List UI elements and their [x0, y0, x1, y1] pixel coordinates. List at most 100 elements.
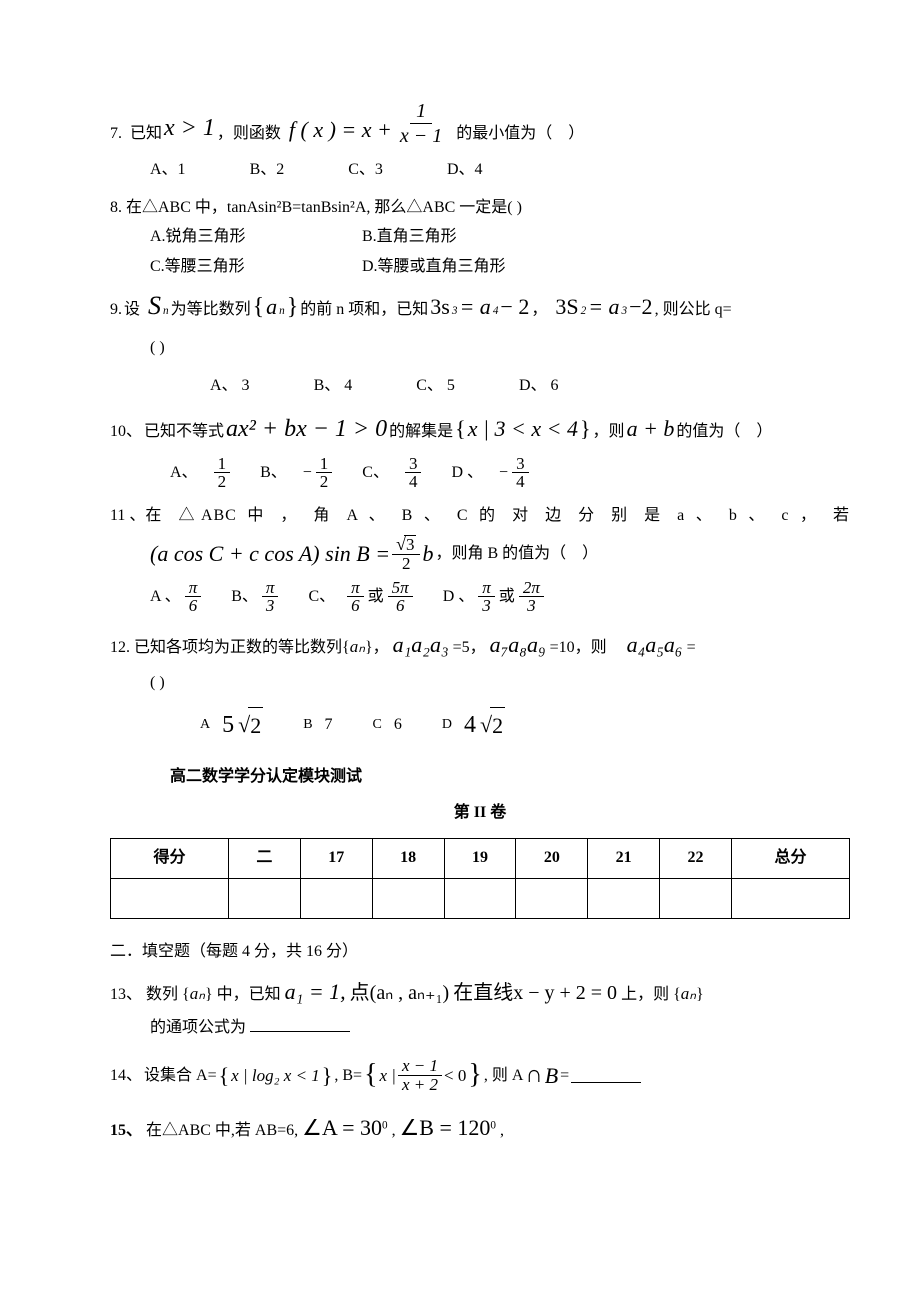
q8-text: 在△ABC 中，tanAsin²B=tanBsin²A, 那么△ABC 一定是(… — [126, 199, 522, 216]
question-11: 11 、 在 △ABC 中 ， 角 A 、 B 、 C 的 对 边 分 别 是 … — [110, 503, 850, 615]
q12-opt-b: B 7 — [303, 712, 332, 738]
q9-eq2r: = a — [588, 289, 619, 324]
q10-opt-a: A、 12 — [170, 455, 230, 492]
score-value-row — [111, 878, 850, 918]
q14-cap: ∩ — [525, 1056, 542, 1094]
q10-line: 10、 已知不等式 ax² + bx − 1 > 0 的解集是 {x | 3 <… — [110, 410, 850, 448]
q10-b-neg: − — [303, 460, 312, 486]
q11-d-n2: 2π — [519, 579, 544, 598]
q10-b-num: 1 — [316, 455, 333, 474]
question-13: 13、 数列 {aₙ} 中，已知 a₁ = 1, 点(aₙ , aₙ₊₁) 在直… — [110, 974, 850, 1041]
q14-sb-l: { — [364, 1053, 377, 1098]
q12-d-coef: 4 — [464, 706, 476, 744]
q12-pre: 已知各项均为正数的等比数列{ — [134, 639, 350, 656]
q9-opt-d: D、 6 — [519, 373, 559, 399]
q12-opt-d: D 4√2 — [442, 706, 505, 744]
score-v-5[interactable] — [516, 878, 588, 918]
q11-line1: 11 、 在 △ABC 中 ， 角 A 、 B 、 C 的 对 边 分 别 是 … — [110, 503, 850, 529]
q11-num: 11 、 — [110, 503, 145, 529]
question-10: 10、 已知不等式 ax² + bx − 1 > 0 的解集是 {x | 3 <… — [110, 410, 850, 491]
q10-b-frac: 12 — [316, 455, 333, 492]
q7-line: 7. 已知 x > 1 ，则函数 f ( x ) = x + 1 x − 1 的… — [110, 100, 850, 147]
q8-options-1: A.锐角三角形 B.直角三角形 — [150, 224, 850, 250]
q9-mid1: 为等比数列 — [171, 297, 251, 323]
q15-line: 15、 在△ABC 中,若 AB=6, ∠A = 300 , ∠B = 1200… — [110, 1110, 850, 1145]
q11-eq-left: (a cos C + c cos A) sin B = — [150, 536, 390, 571]
q9-opt-c: C、 5 — [416, 373, 455, 399]
q7-fn: f ( x ) = x + — [289, 112, 392, 147]
q12-a-rad: 2 — [248, 707, 263, 743]
q11-c-f2: 5π6 — [388, 579, 413, 616]
q9-eq2e: −2 — [629, 289, 652, 324]
q9-brace-r: } — [287, 288, 299, 326]
question-15: 15、 在△ABC 中,若 AB=6, ∠A = 300 , ∠B = 1200… — [110, 1110, 850, 1145]
q10-ab: a + b — [627, 411, 675, 446]
q14-blank[interactable] — [571, 1067, 641, 1083]
score-v-2[interactable] — [300, 878, 372, 918]
q7-opt-b: B、2 — [250, 157, 285, 183]
q11-b-num: π — [262, 579, 279, 598]
score-h-3: 18 — [372, 838, 444, 878]
q12-options: A 5√2 B 7 C 6 D 4√2 — [200, 706, 850, 744]
q14-sa-l: { — [219, 1058, 230, 1093]
q13-line2-wrap: 的通项公式为 — [150, 1015, 850, 1041]
q9-eq2rs: 3 — [622, 303, 628, 321]
q9-paren: ( ) — [150, 335, 850, 361]
q11-d-f1: π3 — [478, 579, 495, 616]
q13-line2: 的通项公式为 — [150, 1019, 246, 1036]
q12-line: 12. 已知各项均为正数的等比数列{aₙ}， a₁a₂a₃ =5， a₇a₈a₉… — [110, 627, 850, 662]
q14-sb-r: } — [468, 1053, 481, 1098]
q10-c-den: 4 — [405, 473, 422, 491]
q7-frac-num: 1 — [410, 100, 432, 124]
q10-d-num: 3 — [512, 455, 529, 474]
q12-c: 6 — [394, 712, 402, 738]
score-v-7[interactable] — [660, 878, 732, 918]
score-v-6[interactable] — [588, 878, 660, 918]
q11-opt-c: C、 π6 或 5π6 — [308, 579, 412, 616]
score-v-3[interactable] — [372, 878, 444, 918]
q10-b-l: B、 — [260, 460, 287, 486]
q10-expr: ax² + bx − 1 > 0 — [226, 410, 387, 448]
q11-d-d1: 3 — [478, 597, 495, 615]
q12-a-l: A — [200, 714, 210, 736]
score-h-2: 17 — [300, 838, 372, 878]
q10-post: 的值为（ ） — [676, 419, 772, 445]
score-h-8: 总分 — [731, 838, 849, 878]
q15-end: , — [500, 1122, 504, 1139]
q7-num: 7. — [110, 121, 122, 147]
q8-options-2: C.等腰三角形 D.等腰或直角三角形 — [150, 254, 850, 280]
score-header-row: 得分 二 17 18 19 20 21 22 总分 — [111, 838, 850, 878]
q13-an2: aₙ — [681, 984, 696, 1003]
q11-c-n2: 5π — [388, 579, 413, 598]
q8-opt-a: A.锐角三角形 — [150, 224, 330, 250]
q12-opt-c: C 6 — [373, 712, 402, 738]
q11-b-l: B、 — [231, 584, 258, 610]
q9-eq2s: 2 — [581, 303, 587, 321]
q10-set: x | 3 < x < 4 — [468, 411, 578, 446]
score-v-0[interactable] — [111, 878, 229, 918]
q15-pre: 在△ABC 中,若 AB=6, — [146, 1122, 302, 1139]
q13-blank[interactable] — [250, 1016, 350, 1032]
q11-eq-num: √3 — [392, 535, 420, 555]
q13-line1: 13、 数列 {aₙ} 中，已知 a₁ = 1, 点(aₙ , aₙ₊₁) 在直… — [110, 974, 850, 1009]
q10-num: 10、 — [110, 419, 142, 445]
q14-num: 14、 — [110, 1063, 142, 1089]
q11-post: ，则角 B 的值为（ ） — [435, 541, 598, 567]
q10-a-den: 2 — [214, 473, 231, 491]
score-v-4[interactable] — [444, 878, 516, 918]
score-h-7: 22 — [660, 838, 732, 878]
q11-d-l: D 、 — [443, 584, 475, 610]
score-v-8[interactable] — [731, 878, 849, 918]
score-v-1[interactable] — [228, 878, 300, 918]
q11-c-or: 或 — [368, 584, 384, 610]
q12-post: = — [683, 639, 696, 656]
q12-mid3: =10，则 — [546, 639, 623, 656]
q12-d-l: D — [442, 714, 452, 736]
q11-c-d2: 6 — [392, 597, 409, 615]
q13-an: aₙ — [190, 984, 205, 1003]
q10-c-frac: 34 — [405, 455, 422, 492]
q7-post: 的最小值为（ ） — [456, 121, 584, 147]
q13-a1: a₁ = 1, — [285, 979, 346, 1004]
q13-mid1: } 中，已知 — [205, 986, 281, 1003]
q9-mid2: 的前 n 项和，已知 — [300, 297, 428, 323]
